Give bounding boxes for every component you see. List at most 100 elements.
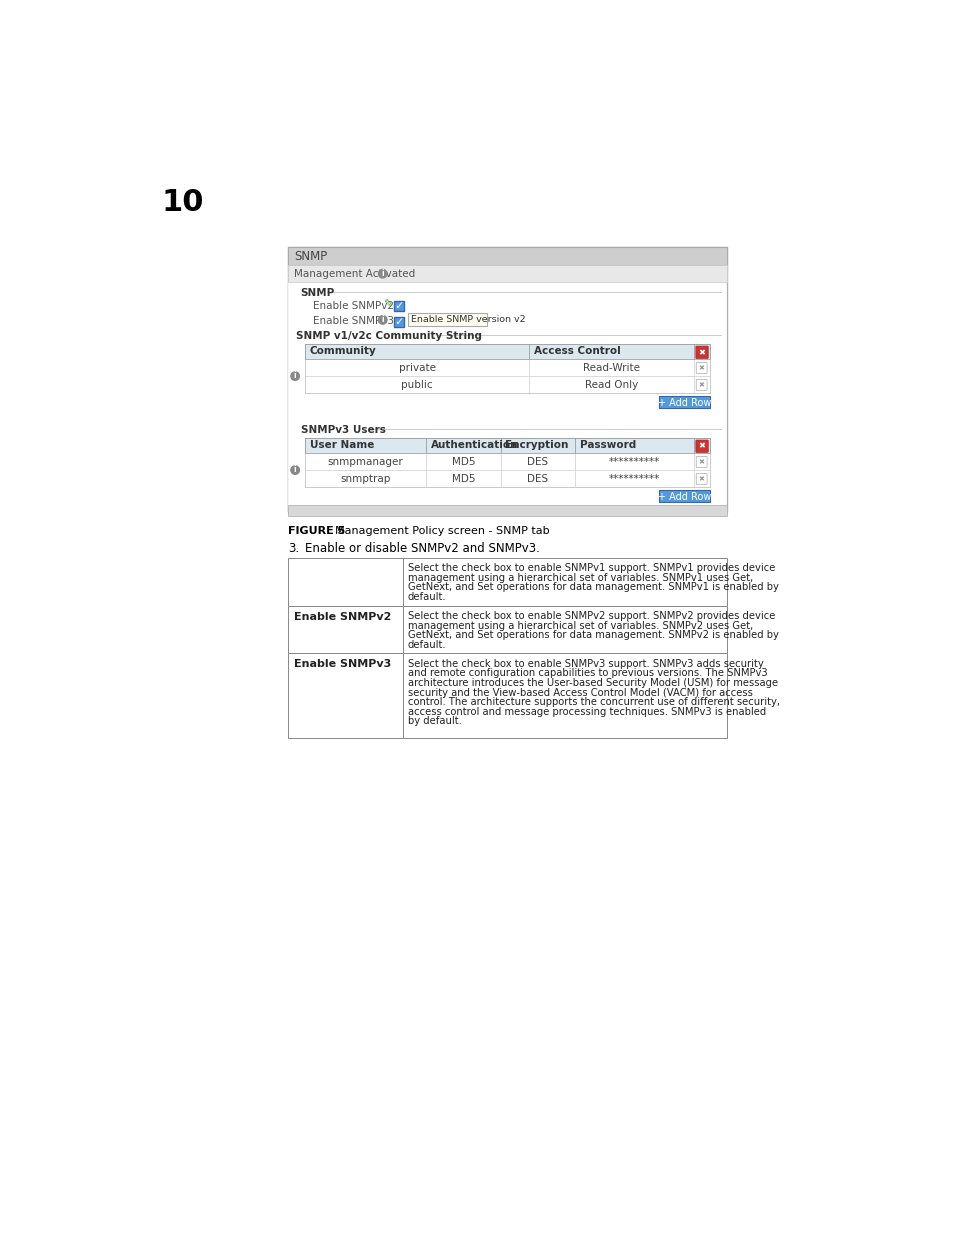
Text: security and the View-based Access Control Model (VACM) for access: security and the View-based Access Contr… [407, 688, 752, 698]
Bar [575, 437, 694, 453]
Text: control. The architecture supports the concurrent use of different security,: control. The architecture supports the c… [407, 698, 779, 708]
Bar [402, 558, 726, 605]
Bar [288, 266, 726, 282]
Bar [529, 359, 694, 377]
Text: **********: ********** [608, 474, 659, 484]
Bar [694, 377, 709, 393]
Bar [694, 437, 709, 453]
Bar [575, 471, 694, 487]
Text: snmptrap: snmptrap [340, 474, 391, 484]
Text: Enable SNMPv3: Enable SNMPv3 [313, 316, 394, 326]
Bar [288, 247, 726, 511]
Text: User Name: User Name [310, 440, 374, 450]
Bar [529, 343, 694, 359]
Text: Select the check box to enable SNMPv1 support. SNMPv1 provides device: Select the check box to enable SNMPv1 su… [407, 563, 774, 573]
Text: + Add Row: + Add Row [658, 398, 711, 408]
Bar [659, 490, 709, 503]
Text: DES: DES [527, 457, 548, 467]
FancyBboxPatch shape [695, 346, 707, 358]
Text: Encryption: Encryption [505, 440, 568, 450]
Bar [575, 453, 694, 471]
Text: by default.: by default. [407, 716, 461, 726]
Text: ✓: ✓ [394, 301, 403, 311]
Text: default.: default. [407, 640, 446, 650]
Text: SNMP v1/v2c Community String: SNMP v1/v2c Community String [295, 331, 481, 341]
Text: access control and message processing techniques. SNMPv3 is enabled: access control and message processing te… [407, 706, 765, 716]
Bar [305, 453, 426, 471]
Bar [694, 359, 709, 377]
Bar [305, 377, 529, 393]
Bar [305, 437, 709, 487]
Text: management using a hierarchical set of variables. SNMPv2 uses ​Get,: management using a hierarchical set of v… [407, 621, 752, 631]
Text: management using a hierarchical set of variables. SNMPv1 uses ​Get,: management using a hierarchical set of v… [407, 573, 752, 583]
Bar [500, 471, 575, 487]
Text: and remote configuration capabilities to previous versions. The SNMPv3: and remote configuration capabilities to… [407, 668, 766, 678]
FancyBboxPatch shape [695, 440, 707, 452]
Bar [288, 505, 726, 516]
Bar [394, 301, 403, 311]
Text: Management Activated: Management Activated [294, 269, 416, 279]
Text: i: i [381, 269, 384, 278]
Text: **********: ********** [608, 457, 659, 467]
Bar [288, 247, 726, 266]
Bar [288, 282, 726, 511]
Text: Enable or disable SNMPv2 and SNMPv3.: Enable or disable SNMPv2 and SNMPv3. [305, 542, 539, 556]
Bar [694, 471, 709, 487]
Text: GetNext​, and Set operations for data management. SNMPv2 is enabled by: GetNext​, and Set operations for data ma… [407, 630, 778, 640]
Bar [394, 317, 403, 327]
Text: ✖: ✖ [698, 348, 705, 357]
Text: public: public [401, 380, 433, 390]
Text: FIGURE 5: FIGURE 5 [288, 526, 345, 536]
FancyBboxPatch shape [696, 363, 706, 373]
Circle shape [291, 466, 299, 474]
Bar [402, 605, 726, 653]
Bar [305, 343, 709, 393]
Text: MD5: MD5 [451, 474, 475, 484]
FancyBboxPatch shape [696, 379, 706, 390]
Text: ✖: ✖ [698, 366, 704, 370]
Bar [426, 437, 500, 453]
Text: Select the check box to enable SNMPv2 support. SNMPv2 provides device: Select the check box to enable SNMPv2 su… [407, 611, 774, 621]
Circle shape [378, 269, 387, 278]
Text: Enable SNMPv2: Enable SNMPv2 [294, 611, 392, 621]
Text: MD5: MD5 [451, 457, 475, 467]
Bar [659, 396, 709, 409]
Text: default.: default. [407, 592, 446, 603]
Text: Password: Password [579, 440, 636, 450]
Text: Select the check box to enable SNMPv3 support. SNMPv3 adds security: Select the check box to enable SNMPv3 su… [407, 658, 762, 668]
Text: 10: 10 [162, 188, 204, 217]
Bar [305, 343, 529, 359]
Text: Enable SNMPv3: Enable SNMPv3 [294, 659, 392, 669]
Bar [402, 653, 726, 739]
Text: snmpmanager: snmpmanager [328, 457, 403, 467]
Text: 3.: 3. [288, 542, 299, 556]
Bar [694, 453, 709, 471]
Bar [426, 471, 500, 487]
Text: private: private [398, 363, 436, 373]
Bar [500, 453, 575, 471]
Text: i: i [294, 372, 296, 380]
Text: SNMP: SNMP [300, 288, 335, 299]
FancyBboxPatch shape [696, 457, 706, 467]
Text: Read Only: Read Only [584, 380, 638, 390]
Text: SNMP: SNMP [294, 249, 327, 263]
Text: Community: Community [310, 346, 376, 356]
Bar [288, 558, 402, 605]
Text: ✖: ✖ [698, 459, 704, 464]
Text: i: i [381, 315, 384, 324]
Bar [500, 437, 575, 453]
Bar [694, 343, 709, 359]
Text: Management Policy screen - SNMP tab: Management Policy screen - SNMP tab [335, 526, 549, 536]
Text: Enable SNMPv2: Enable SNMPv2 [313, 300, 394, 311]
Text: ✖: ✖ [698, 475, 704, 482]
Text: Read-Write: Read-Write [582, 363, 639, 373]
Bar [305, 437, 426, 453]
Circle shape [378, 316, 387, 324]
Text: + Add Row: + Add Row [658, 492, 711, 501]
FancyBboxPatch shape [696, 473, 706, 484]
Bar [408, 312, 487, 326]
Circle shape [291, 372, 299, 380]
Text: ✖: ✖ [698, 442, 705, 451]
Bar [426, 453, 500, 471]
Bar [288, 653, 402, 739]
